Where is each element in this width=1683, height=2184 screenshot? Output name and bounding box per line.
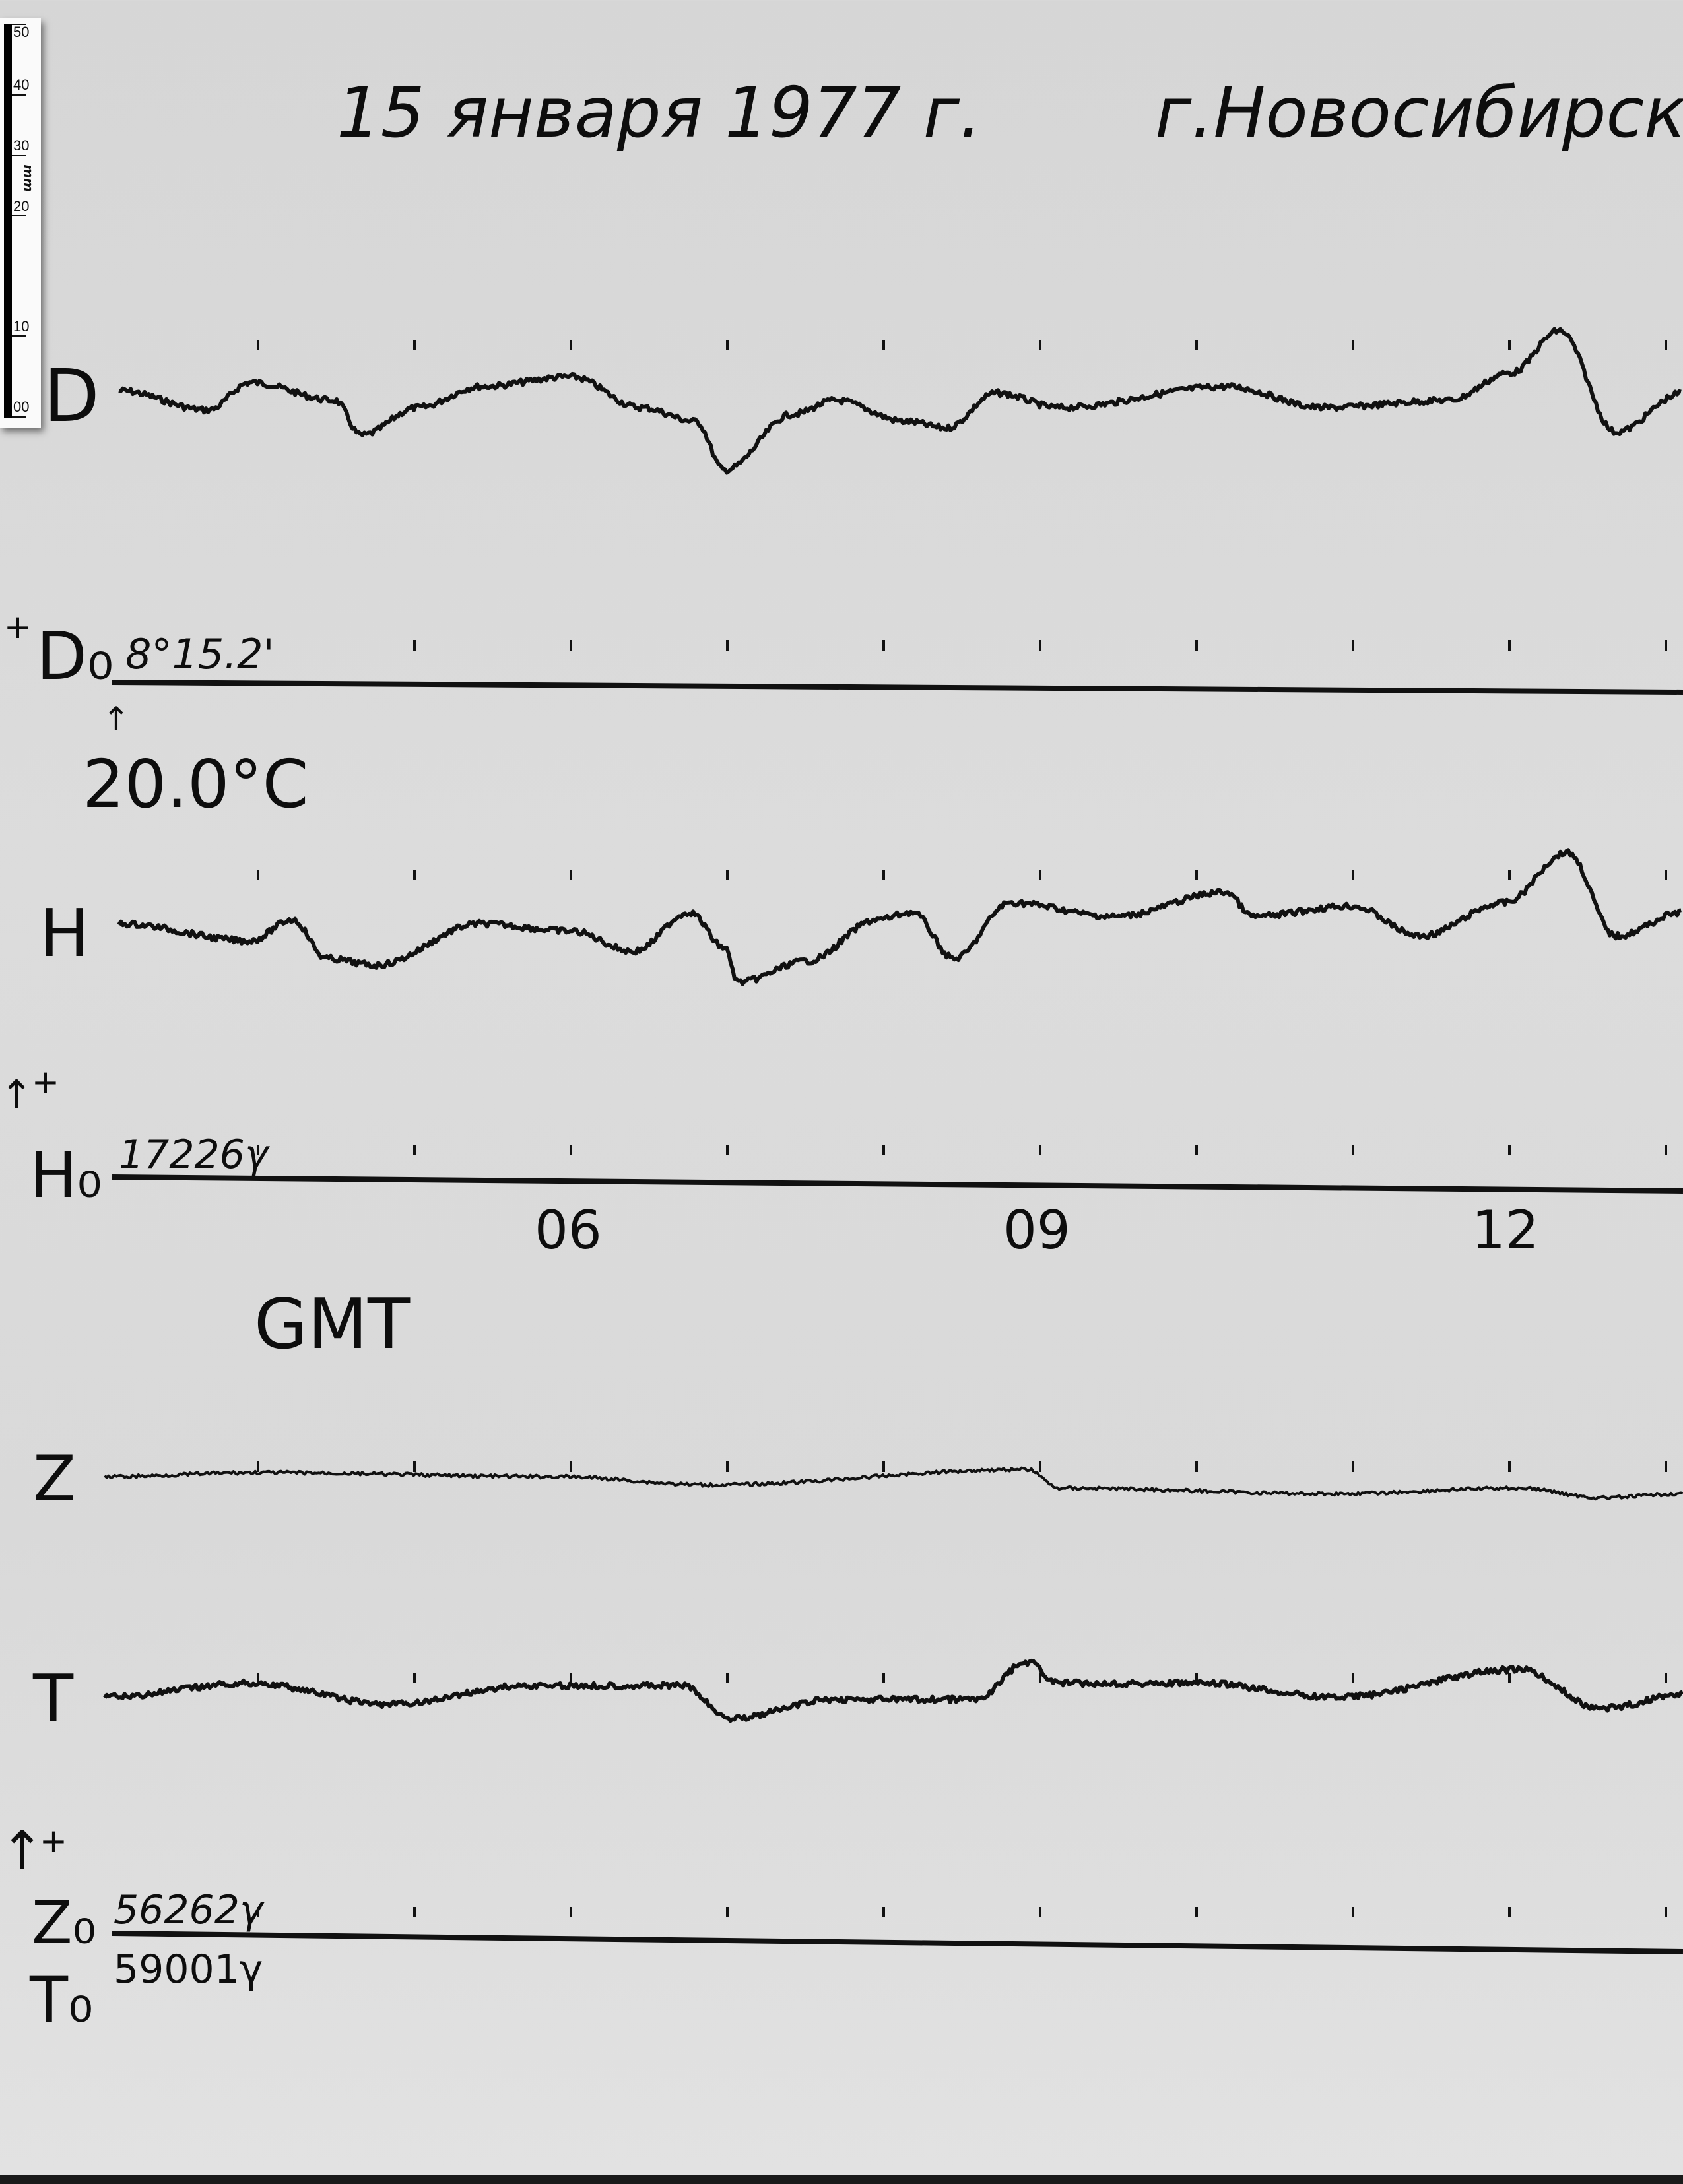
ruler-label-10: 10 — [13, 318, 30, 335]
trace-h — [117, 848, 1682, 986]
ruler-tick — [12, 94, 26, 96]
trace-label-d: D — [44, 354, 100, 438]
trace-t — [103, 1658, 1683, 1723]
arrow-up-icon: ↑ — [0, 1072, 34, 1118]
ruler-tick — [12, 24, 26, 25]
z0-value: 56262γ — [114, 1887, 263, 1933]
paper-edge — [0, 2175, 1683, 2184]
baseline-label-h0: H₀ — [30, 1140, 102, 1212]
temperature-label: 20.0°C — [82, 746, 309, 823]
baseline-z0 — [112, 1931, 1683, 1954]
baseline-label-d0: D₀ — [36, 618, 114, 695]
x-tick-label-06: 06 — [535, 1200, 602, 1261]
ruler-label-30: 30 — [13, 137, 30, 154]
d0-value: 8°15.2' — [125, 630, 275, 678]
baseline-label-t0: T₀ — [30, 1964, 94, 2037]
baseline-label-z0: Z₀ — [32, 1888, 96, 1958]
x-tick-label-12: 12 — [1472, 1200, 1539, 1261]
arrow-up-icon: ↑ — [102, 700, 130, 738]
ruler-tick — [12, 215, 26, 216]
h0-value: 17226γ — [119, 1132, 269, 1178]
trace-z — [104, 1466, 1683, 1501]
x-tick-label-09: 09 — [1003, 1200, 1071, 1261]
ruler-tick — [12, 416, 26, 418]
scale-ruler: 50 40 30 mm 20 10 00 — [0, 18, 41, 428]
ruler-label-50: 50 — [13, 24, 30, 40]
ruler-label-00: 00 — [13, 399, 30, 415]
trace-label-h: H — [40, 895, 90, 972]
ruler-label-40: 40 — [13, 77, 30, 93]
baseline-h0 — [112, 1174, 1683, 1194]
trace-label-z: Z — [33, 1443, 77, 1516]
chart-title-place: г.Новосибирск — [1155, 73, 1683, 153]
plus-sign-d: + — [4, 608, 32, 646]
x-axis-label-gmt: GMT — [254, 1284, 411, 1365]
trace-d — [118, 327, 1682, 475]
ruler-tick — [12, 335, 26, 337]
plus-sign-z: + — [40, 1822, 67, 1860]
plus-sign-h: + — [32, 1063, 59, 1101]
arrow-up-icon: ↑ — [0, 1820, 45, 1881]
baseline-d0 — [112, 680, 1683, 695]
t0-value: 59001γ — [114, 1946, 263, 1993]
trace-label-t: T — [33, 1660, 74, 1737]
ruler-bar — [4, 24, 12, 418]
ruler-label-20: 20 — [13, 198, 30, 214]
ruler-tick — [12, 155, 26, 156]
chart-title-date: 15 января 1977 г. — [337, 73, 982, 153]
